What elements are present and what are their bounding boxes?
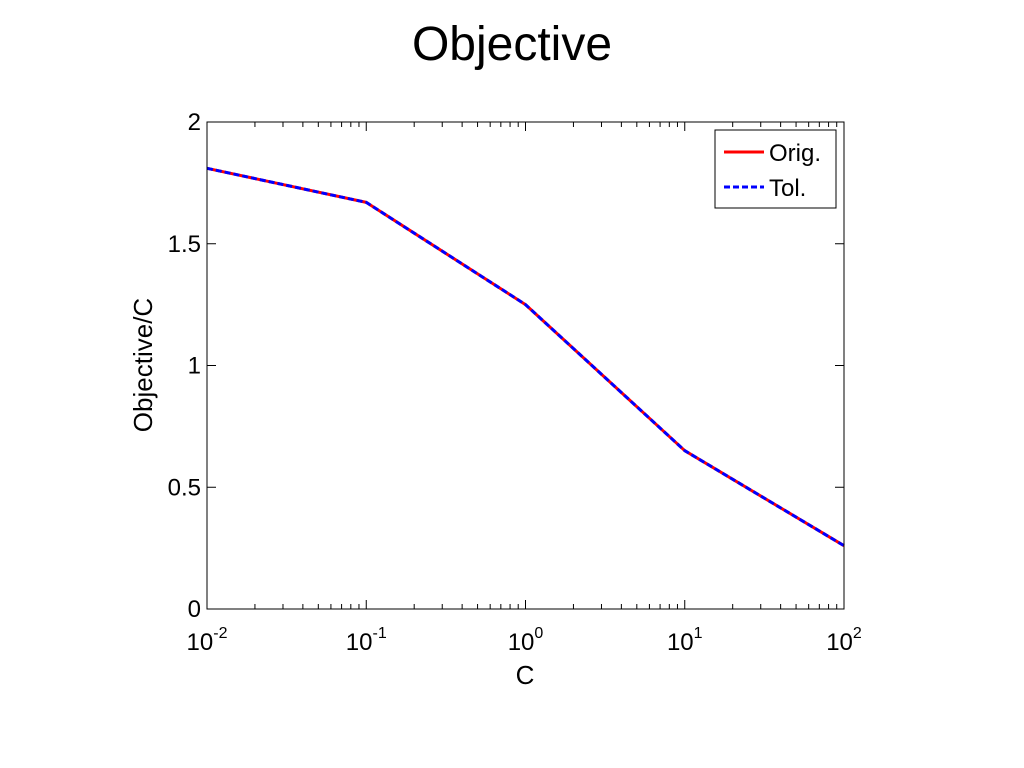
y-axis-label: Objective/C [128, 298, 158, 432]
x-tick-base: 10 [346, 629, 373, 656]
minor-ticks [254, 122, 838, 609]
legend: Orig. Tol. [714, 129, 837, 209]
legend-box [714, 129, 837, 209]
y-tick-label: 0.5 [168, 474, 201, 501]
plot-frame [206, 121, 845, 610]
legend-label-orig: Orig. [769, 140, 821, 167]
series-line-tol [206, 166, 845, 547]
x-tick-label: 101 [667, 625, 703, 656]
x-tick-exponent: -2 [213, 625, 227, 642]
y-tick-label: 1 [188, 353, 201, 380]
y-axis-ticks: 0 0.5 1 1.5 2 [168, 109, 844, 623]
legend-label-tol: Tol. [769, 175, 806, 202]
x-tick-exponent: 2 [853, 625, 862, 642]
x-tick-base: 10 [508, 629, 535, 656]
series-lines [206, 166, 845, 547]
y-tick-label: 0 [188, 596, 201, 623]
x-axis-ticks: 10-2 10-1 100 101 102 [187, 122, 862, 656]
y-tick-label: 2 [188, 109, 201, 136]
x-axis-label: C [516, 660, 535, 690]
x-tick-exponent: -1 [372, 625, 386, 642]
x-tick-base: 10 [826, 629, 853, 656]
x-tick-base: 10 [667, 629, 694, 656]
x-tick-exponent: 1 [694, 625, 703, 642]
x-tick-label: 102 [826, 625, 862, 656]
chart-title: Objective [412, 18, 612, 71]
x-tick-label: 10-2 [187, 625, 228, 656]
y-tick-label: 1.5 [168, 231, 201, 258]
x-tick-exponent: 0 [534, 625, 543, 642]
x-tick-label: 100 [508, 625, 544, 656]
x-tick-base: 10 [187, 629, 214, 656]
x-tick-label: 10-1 [346, 625, 387, 656]
